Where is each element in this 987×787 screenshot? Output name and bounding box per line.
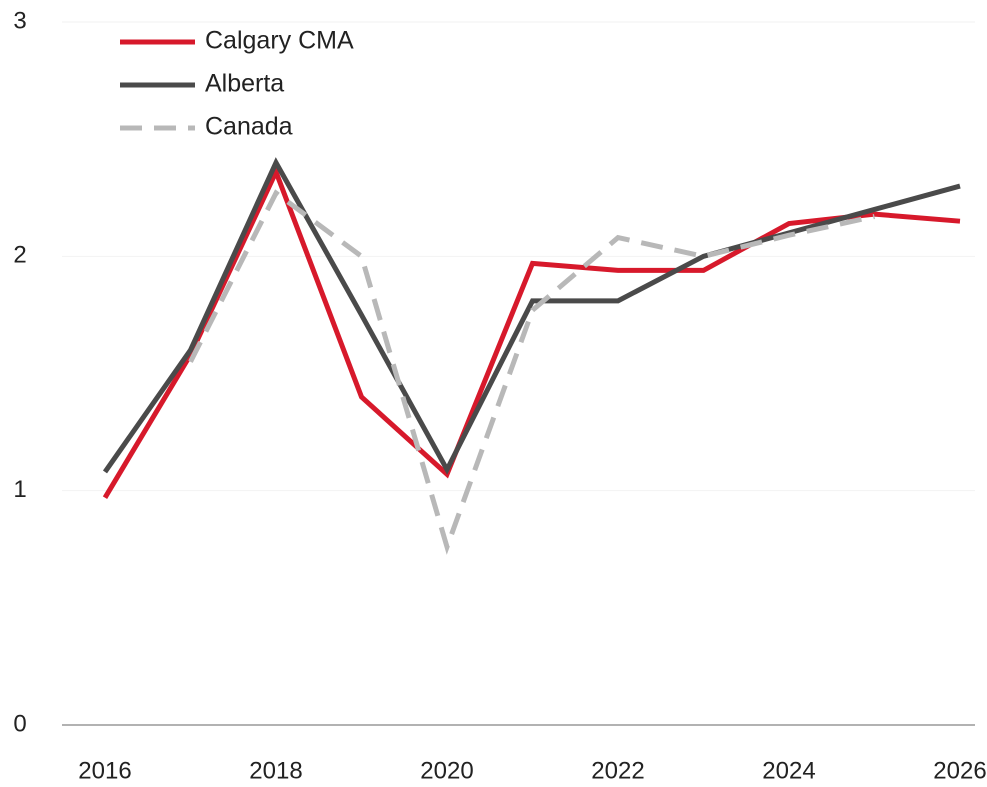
x-tick-label: 2024 [762,757,815,784]
series-line [102,165,961,499]
y-tick-label: 2 [13,242,26,269]
series-line [188,189,876,555]
x-tick-label: 2020 [420,757,473,784]
x-tick-label: 2016 [78,757,131,784]
legend-label: Calgary CMA [205,27,354,55]
x-tick-label: 2026 [933,757,986,784]
y-tick-label: 0 [13,710,26,737]
series-line [102,157,961,475]
x-tick-label: 2018 [249,757,302,784]
y-tick-label: 3 [13,7,26,34]
legend-label: Canada [205,113,293,141]
y-tick-label: 1 [13,476,26,503]
legend-label: Alberta [205,70,284,98]
x-tick-label: 2022 [591,757,644,784]
